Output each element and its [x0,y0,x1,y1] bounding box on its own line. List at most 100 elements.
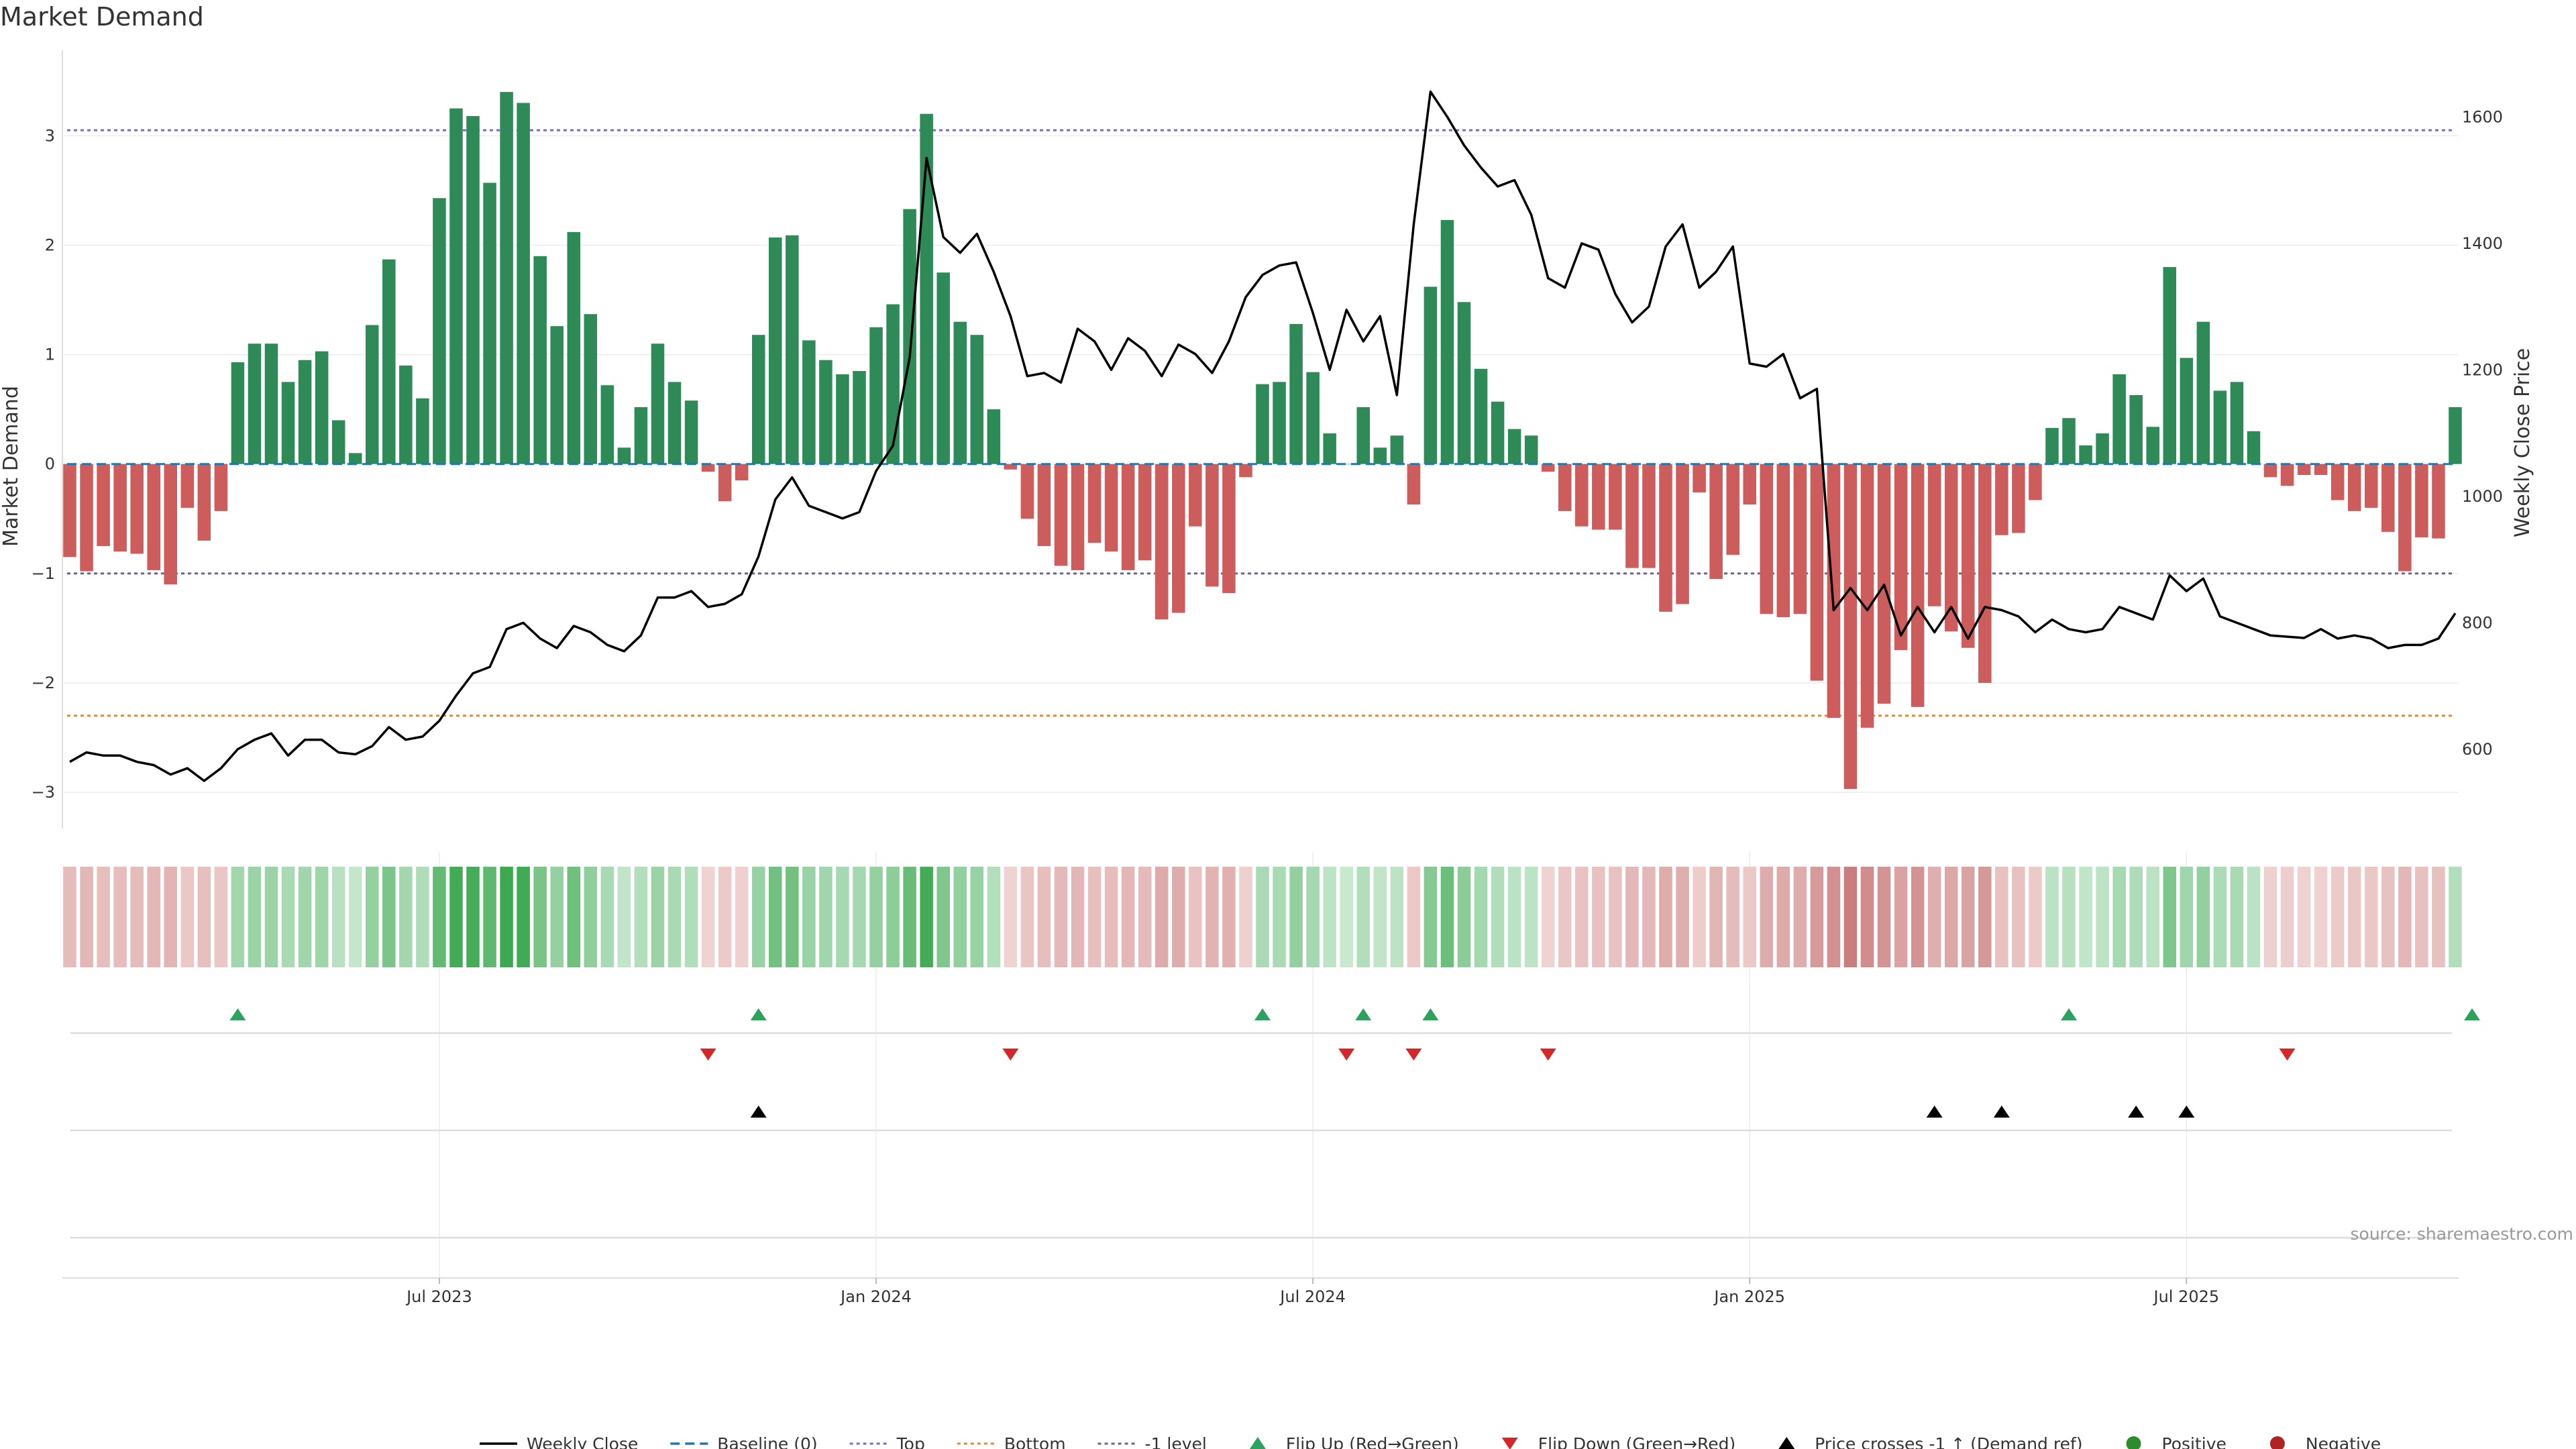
positive-bar [970,335,984,464]
heat-cell [164,867,178,967]
y2-tick-label: 600 [2462,740,2493,759]
positive-bar [1273,382,1286,464]
heat-cell [231,867,245,967]
positive-bar [634,407,648,464]
negative-bar [1205,464,1219,587]
positive-bar [500,92,513,464]
positive-bar [533,256,547,464]
heat-cell [1457,867,1471,967]
heat-cell [1256,867,1269,967]
negative-bar [718,464,732,502]
circle-icon [2126,1436,2141,1449]
heat-cell [769,867,782,967]
heat-cell [1810,867,1824,967]
negative-bar [2297,464,2311,476]
heat-cell [1356,867,1371,967]
source-note: source: sharemaestro.com [2351,1224,2574,1244]
heat-cell [2196,867,2210,967]
chart-title: Market Demand [0,2,204,32]
positive-bar [365,325,379,464]
heat-cell [331,867,345,967]
x-tick-label: Jan 2024 [839,1287,912,1306]
positive-bar [836,374,849,464]
legend-item: -1 level [1097,1434,1207,1449]
y-tick-label: 2 [45,235,55,254]
heat-cell [1575,867,1589,967]
heat-cell [1709,867,1723,967]
negative-bar [1676,464,1689,604]
heat-cell [2280,867,2294,967]
heat-cell [1155,867,1169,967]
negative-bar [1693,464,1706,493]
heat-cell [735,867,749,967]
heat-cell [869,867,883,967]
positive-bar [1424,286,1438,464]
heat-cell [953,867,967,967]
legend-label: Top [896,1434,925,1449]
heat-cell [1440,867,1454,967]
negative-bar [1944,464,1958,632]
flip-up-marker [1355,1008,1372,1020]
heat-cell [936,867,950,967]
positive-bar [331,420,345,464]
heat-cell [113,867,127,967]
positive-bar [769,237,782,464]
heat-cell [1138,867,1152,967]
weekly-close-line [69,90,2457,782]
negative-bar [164,464,178,585]
negative-bar [2330,464,2345,500]
heat-cell [651,867,665,967]
positive-bar [550,326,564,464]
positive-bar [1524,435,1538,464]
positive-bar [869,327,883,464]
positive-bar [667,382,682,464]
axes: −3 −2 −1 0 1 2 3 600 800 1000 1200 1400 1600 [32,50,2503,828]
legend-label: Baseline (0) [717,1434,817,1449]
heat-cell [1843,867,1858,967]
heat-cell [197,867,211,967]
heat-cell [584,867,598,967]
heat-cell [2381,867,2395,967]
demand-heat-strip [63,867,2462,967]
positive-bar [2196,321,2210,464]
flip-up-marker [750,1008,767,1020]
heat-cell [970,867,984,967]
legend-item: Top [849,1434,925,1449]
positive-bar [248,343,262,464]
heat-cell [1407,867,1421,967]
flip-down-marker [700,1049,716,1061]
negative-bar [1575,464,1589,527]
heat-cell [1911,867,1925,967]
positive-bar [903,209,916,464]
price-cross-marker [1926,1106,1943,1118]
heat-cell [248,867,262,967]
heat-cell [2213,867,2227,967]
heat-cell [1172,867,1185,967]
heat-cell [2330,867,2345,967]
heat-cell [1760,867,1774,967]
heat-cell [903,867,916,967]
heat-cell [365,867,379,967]
heat-cell [80,867,93,967]
triangle-up-icon [1249,1437,1266,1449]
heat-cell [1827,867,1841,967]
heat-cell [2045,867,2059,967]
heat-cell [1541,867,1555,967]
positive-bar [1323,433,1336,464]
heat-cell [2029,867,2042,967]
negative-bar [1155,464,1169,620]
signal-markers [70,1008,2481,1239]
negative-bar [735,464,749,481]
negative-bar [1760,464,1774,614]
heat-cell [1020,867,1034,967]
positive-bar [2096,433,2109,464]
positive-bar [1507,429,1521,464]
price-cross-marker [750,1106,767,1118]
heat-cell [63,867,76,967]
positive-bar [517,103,530,464]
y2-axis-label: Weekly Close Price [2511,348,2534,537]
legend: Weekly Close Baseline (0) Top Bottom -1 leve… [480,1434,2381,1449]
heat-cell [1944,867,1958,967]
positive-bar [264,343,278,464]
x-tick-label: Jan 2025 [1713,1287,1785,1306]
